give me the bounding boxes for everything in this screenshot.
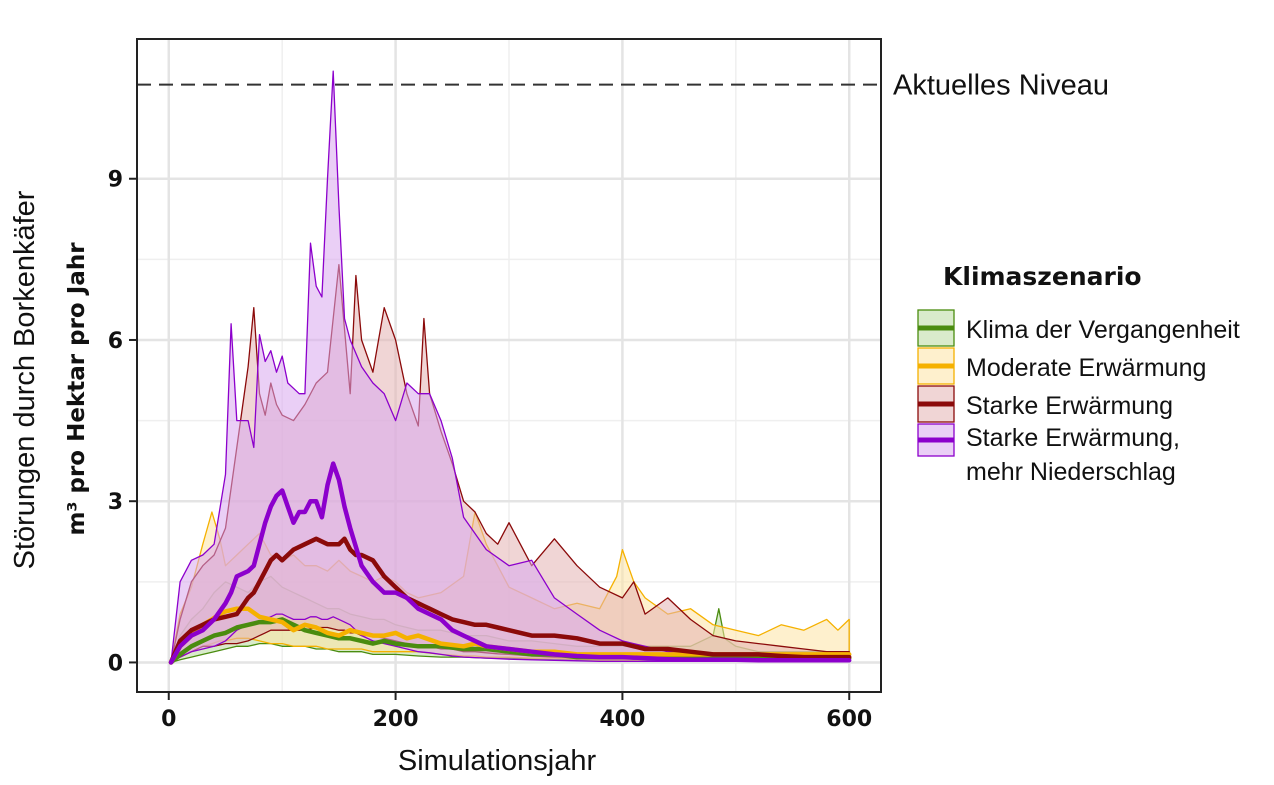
y-tick-label-3: 9 xyxy=(108,168,123,193)
legend-title: Klimaszenario xyxy=(943,262,1142,291)
x-tick-label-0: 0 xyxy=(161,707,176,732)
confidence-bands xyxy=(170,70,850,664)
legend-label-1: Klima der Vergangenheit xyxy=(966,316,1240,344)
plot-border xyxy=(136,38,882,693)
legend-label-3: Starke Erwärmung xyxy=(966,392,1173,420)
legend-label-2: Moderate Erwärmung xyxy=(966,354,1206,382)
x-tick-label-3: 600 xyxy=(826,707,872,732)
y-tick-label-0: 0 xyxy=(108,651,123,676)
mean-line-series-4 xyxy=(168,461,852,665)
axis-ticks: 0 200 400 600 0 3 6 9 xyxy=(108,168,873,732)
x-axis-title: Simulationsjahr xyxy=(398,745,597,777)
legend-label-4: Starke Erwärmung, xyxy=(966,424,1180,452)
mean-line-series-1 xyxy=(168,617,852,665)
x-tick-label-2: 400 xyxy=(599,707,645,732)
mean-lines xyxy=(168,461,852,665)
legend-label-4-line2: mehr Niederschlag xyxy=(966,458,1176,486)
y-axis-subtitle: m³ pro Hektar pro Jahr xyxy=(64,242,90,536)
x-tick-label-1: 200 xyxy=(373,707,419,732)
y-tick-label-2: 6 xyxy=(108,329,123,354)
y-axis-title: Störungen durch Borkenkäfer xyxy=(9,190,41,569)
y-tick-label-1: 3 xyxy=(108,490,123,515)
legend: Klimaszenario Klima der Vergangenheit Mo… xyxy=(917,262,1240,486)
reference-line-label: Aktuelles Niveau xyxy=(893,70,1109,102)
legend-keys xyxy=(917,309,955,457)
